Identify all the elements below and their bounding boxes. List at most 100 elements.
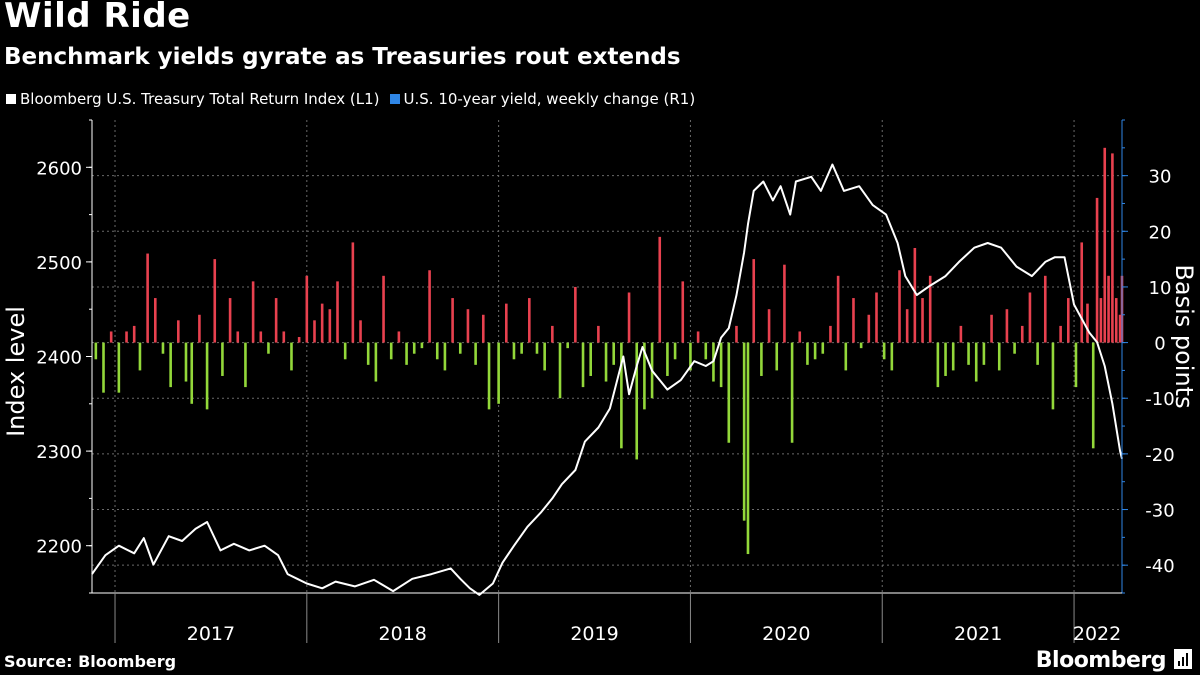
bar: [1111, 153, 1114, 343]
bar: [274, 298, 278, 343]
bar: [117, 342, 121, 393]
bar: [389, 342, 393, 360]
bar: [581, 342, 585, 388]
bar: [228, 298, 232, 343]
bar: [921, 298, 924, 343]
bar: [138, 342, 142, 371]
bar: [336, 281, 339, 343]
bar: [658, 236, 662, 343]
bar: [328, 309, 332, 343]
bar: [1118, 314, 1122, 343]
bar: [783, 264, 786, 343]
axes: 2200 2300 2400 2500 2600 Index level -40 -30 -20…: [2, 119, 1198, 645]
bar: [236, 331, 240, 343]
bar: [435, 342, 439, 360]
bar: [359, 320, 362, 343]
bar: [1114, 298, 1118, 343]
bar: [882, 342, 886, 360]
bar: [566, 342, 569, 349]
bar: [790, 342, 794, 443]
bar: [374, 342, 378, 382]
bar: [821, 342, 825, 354]
bar: [428, 270, 431, 343]
bar: [905, 309, 909, 343]
bar: [735, 325, 738, 343]
bar: [125, 331, 128, 343]
bar: [497, 342, 500, 404]
index-line: [91, 163, 1123, 596]
bar: [990, 314, 993, 343]
x-tick-label: 2020: [762, 623, 810, 645]
bar: [1013, 342, 1016, 354]
bar: [1107, 275, 1110, 343]
bar: [1020, 325, 1024, 343]
bar: [190, 342, 194, 404]
left-tick-label: 2200: [36, 537, 82, 558]
bar: [859, 342, 863, 349]
bar: [1028, 292, 1032, 343]
bar: [1080, 242, 1084, 343]
brand-logo: Bloomberg: [1035, 648, 1167, 673]
source-note: Source: Bloomberg: [4, 652, 177, 671]
bar: [936, 342, 940, 388]
bar: [829, 325, 832, 343]
left-tick-label: 2600: [36, 158, 82, 179]
right-tick-label: 0: [1154, 334, 1165, 355]
bar: [443, 342, 447, 371]
index-line-layer: [91, 163, 1123, 596]
bar: [451, 298, 454, 343]
bar: [689, 342, 692, 371]
bar: [875, 292, 878, 343]
bar: [597, 325, 600, 343]
bar: [974, 342, 978, 382]
bar: [798, 331, 802, 343]
bar: [612, 342, 616, 365]
legend-swatch-index: [6, 94, 16, 104]
right-tick-label: 10: [1149, 278, 1172, 299]
chart-subtitle: Benchmark yields gyrate as Treasuries ro…: [4, 44, 681, 70]
bar: [420, 342, 424, 349]
legend: Bloomberg U.S. Treasury Total Return Ind…: [6, 90, 695, 108]
bar: [305, 275, 309, 343]
left-tick-label: 2400: [36, 348, 82, 369]
legend-item-yield: U.S. 10-year yield, weekly change (R1): [389, 90, 696, 108]
bar: [290, 342, 293, 371]
bar: [520, 342, 523, 354]
right-tick-label: -20: [1145, 445, 1174, 466]
bar: [666, 342, 669, 376]
bar: [297, 337, 301, 343]
bar: [1103, 147, 1107, 343]
bar: [1095, 197, 1099, 343]
bar: [382, 275, 385, 343]
bar: [481, 314, 485, 343]
bar: [767, 309, 771, 343]
bar: [696, 331, 700, 343]
bar: [719, 342, 723, 388]
bar: [836, 275, 840, 343]
bar: [997, 342, 1001, 371]
terminal-icon: [1174, 649, 1192, 669]
bar: [351, 242, 355, 343]
bar: [806, 342, 809, 365]
bar: [397, 331, 401, 343]
bar: [267, 342, 270, 354]
bar: [177, 320, 180, 343]
bar: [282, 331, 286, 343]
bar: [928, 275, 932, 343]
x-tick-label: 2018: [379, 623, 427, 645]
bar: [951, 342, 955, 371]
bar: [466, 309, 470, 343]
bar: [198, 314, 201, 343]
bar: [727, 342, 731, 443]
x-tick-label: 2021: [954, 623, 1002, 645]
bar: [221, 342, 224, 376]
legend-label-yield: U.S. 10-year yield, weekly change (R1): [403, 90, 696, 108]
bar: [169, 342, 172, 388]
left-axis-title: Index level: [2, 306, 30, 437]
bar: [109, 331, 113, 343]
bar: [1066, 298, 1070, 343]
bar: [1074, 342, 1078, 388]
bar: [259, 331, 263, 343]
bar: [604, 342, 608, 382]
